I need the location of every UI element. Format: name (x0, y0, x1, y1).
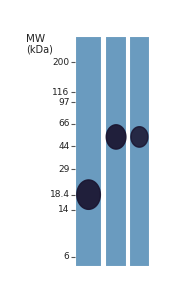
Text: 44: 44 (58, 142, 70, 151)
Text: 66: 66 (58, 119, 70, 128)
Text: 18.4: 18.4 (50, 190, 70, 199)
Polygon shape (131, 127, 148, 147)
Bar (105, 36, 127, 267)
Text: 97: 97 (58, 98, 70, 107)
Text: 116: 116 (52, 88, 70, 97)
Polygon shape (77, 180, 100, 209)
Text: 14: 14 (58, 205, 70, 214)
Bar (128, 36, 150, 267)
Text: (kDa): (kDa) (26, 45, 53, 55)
Text: MW: MW (26, 34, 45, 44)
Text: 6: 6 (64, 252, 70, 261)
Text: 29: 29 (58, 165, 70, 174)
Polygon shape (106, 125, 126, 149)
Bar (76, 36, 102, 267)
Text: 200: 200 (52, 58, 70, 67)
